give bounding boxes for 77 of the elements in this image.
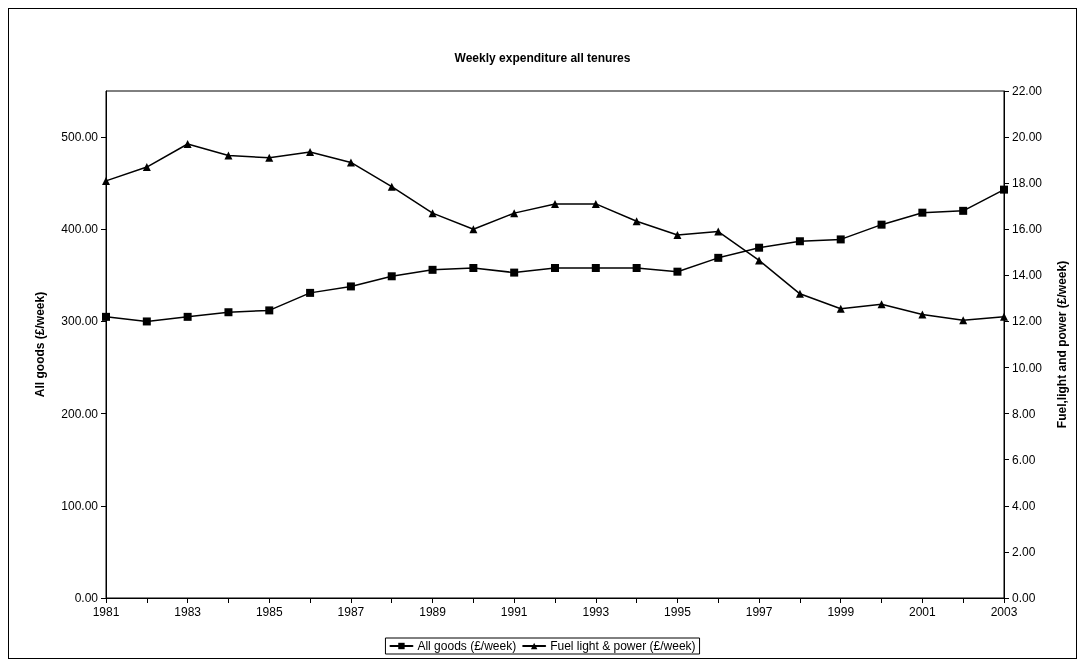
y2-tick-label: 18.00	[1012, 176, 1043, 191]
point	[510, 209, 519, 218]
x-tick-label: 1995	[664, 605, 692, 619]
point	[1000, 185, 1008, 194]
chart-title: Weekly expenditure all tenures	[454, 51, 631, 65]
point	[755, 243, 764, 252]
point	[877, 220, 886, 229]
point	[183, 140, 192, 148]
y-tick-label: 500.00	[61, 130, 99, 145]
point	[632, 217, 641, 226]
x-tick-label: 1991	[500, 605, 528, 619]
point	[387, 182, 396, 191]
point	[918, 208, 927, 217]
legend-label: Fuel light & power (£/week)	[550, 639, 696, 653]
y2-tick-label: 20.00	[1012, 130, 1043, 145]
x-tick-label: 1987	[337, 605, 365, 619]
point	[551, 263, 559, 272]
legend-label: All goods (£/week)	[417, 639, 517, 653]
point	[714, 253, 723, 262]
y2-tick-label: 16.00	[1012, 222, 1043, 237]
point	[102, 176, 110, 185]
y-tick-label: 200.00	[61, 406, 99, 421]
point	[959, 206, 968, 215]
y2-tick-label: 12.00	[1012, 314, 1043, 329]
point	[591, 199, 600, 208]
point	[428, 209, 437, 218]
point	[224, 151, 233, 160]
point	[877, 300, 886, 309]
point	[102, 312, 110, 321]
y2-tick-label: 2.00	[1012, 544, 1036, 559]
point	[632, 263, 641, 272]
point	[510, 268, 519, 277]
x-tick-label: 1985	[255, 605, 283, 619]
y2-tick-label: 10.00	[1012, 360, 1043, 375]
point	[428, 265, 437, 274]
y-tick-label: 0.00	[74, 591, 99, 605]
y2-tick-label: 0.00	[1012, 591, 1036, 605]
y-tick-label: 300.00	[61, 314, 99, 329]
y-tick-label: 400.00	[61, 222, 99, 237]
point	[224, 308, 233, 317]
point	[387, 272, 396, 281]
x-tick-label: 1997	[745, 605, 773, 619]
x-tick-label: 1989	[419, 605, 447, 619]
point	[591, 263, 600, 272]
point	[346, 282, 355, 291]
y2-tick-label: 14.00	[1012, 268, 1043, 283]
point	[836, 235, 845, 244]
point	[836, 304, 845, 313]
y2-tick-label: 8.00	[1012, 406, 1036, 421]
point	[1000, 312, 1008, 321]
x-tick-label: 2001	[909, 605, 937, 619]
point	[142, 163, 151, 172]
x-tick-label: 2003	[990, 605, 1018, 619]
point	[673, 231, 682, 240]
x-tick-label: 1993	[582, 605, 610, 619]
point	[551, 199, 559, 208]
point	[918, 310, 927, 319]
point	[795, 289, 804, 298]
point	[469, 263, 478, 272]
y2-tick-label: 22.00	[1012, 84, 1043, 98]
point	[142, 317, 151, 326]
point	[714, 227, 723, 236]
point	[306, 288, 315, 297]
point	[306, 148, 315, 157]
x-tick-label: 1999	[827, 605, 855, 619]
y2-axis-title: Fuel,light and power (£/week)	[1055, 260, 1069, 429]
point	[183, 312, 192, 321]
point	[265, 306, 274, 315]
x-tick-label: 1983	[174, 605, 202, 619]
x-tick-label: 1981	[92, 605, 120, 619]
y2-tick-label: 4.00	[1012, 498, 1036, 513]
point	[265, 153, 274, 162]
y2-tick-label: 6.00	[1012, 452, 1036, 467]
point	[795, 237, 804, 246]
point	[673, 267, 682, 276]
y-tick-label: 100.00	[61, 498, 99, 513]
y-axis-title: All goods (£/week)	[33, 291, 47, 398]
